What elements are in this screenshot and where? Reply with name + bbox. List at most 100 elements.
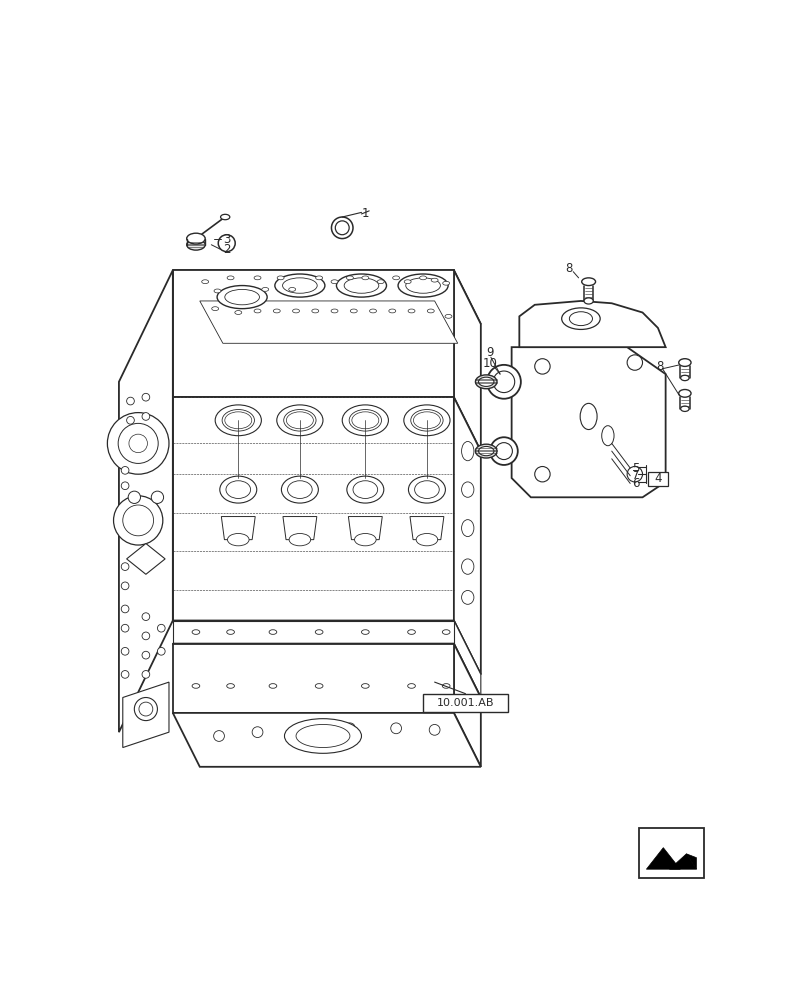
Circle shape (121, 605, 129, 613)
Ellipse shape (336, 274, 386, 297)
Text: 4: 4 (654, 472, 661, 485)
Ellipse shape (212, 307, 218, 311)
Ellipse shape (283, 410, 315, 431)
Polygon shape (453, 270, 480, 451)
Circle shape (142, 651, 149, 659)
Ellipse shape (403, 405, 449, 436)
Circle shape (218, 235, 235, 252)
Text: 10: 10 (482, 357, 496, 370)
Ellipse shape (268, 630, 277, 634)
Ellipse shape (416, 533, 437, 546)
Ellipse shape (311, 309, 319, 313)
Ellipse shape (419, 276, 426, 280)
Circle shape (495, 443, 512, 460)
Ellipse shape (397, 274, 448, 297)
Circle shape (534, 359, 550, 374)
Ellipse shape (315, 276, 322, 280)
Ellipse shape (315, 684, 323, 688)
Text: 6: 6 (631, 477, 638, 490)
Ellipse shape (192, 630, 200, 634)
Ellipse shape (349, 410, 381, 431)
Polygon shape (453, 644, 480, 767)
Ellipse shape (220, 476, 256, 503)
Ellipse shape (461, 482, 474, 497)
Ellipse shape (225, 289, 260, 305)
Ellipse shape (351, 412, 379, 429)
Text: 9: 9 (486, 346, 493, 359)
Ellipse shape (461, 520, 474, 537)
Ellipse shape (282, 278, 317, 293)
Ellipse shape (427, 309, 434, 313)
Circle shape (128, 491, 140, 503)
Ellipse shape (408, 309, 414, 313)
Ellipse shape (569, 312, 592, 326)
Ellipse shape (414, 481, 439, 498)
Circle shape (121, 671, 129, 678)
Circle shape (121, 624, 129, 632)
Text: 5: 5 (631, 462, 638, 475)
Ellipse shape (579, 403, 596, 430)
Ellipse shape (377, 280, 384, 284)
Ellipse shape (601, 426, 613, 446)
Ellipse shape (331, 309, 337, 313)
Ellipse shape (289, 533, 311, 546)
Circle shape (335, 221, 349, 235)
Circle shape (252, 727, 263, 738)
Text: 10.001.AB: 10.001.AB (436, 698, 494, 708)
Ellipse shape (214, 289, 221, 293)
Circle shape (142, 393, 149, 401)
Circle shape (487, 365, 520, 399)
Ellipse shape (222, 410, 254, 431)
Ellipse shape (225, 481, 251, 498)
Ellipse shape (281, 476, 318, 503)
Ellipse shape (217, 286, 267, 309)
Circle shape (142, 671, 149, 678)
Ellipse shape (408, 476, 445, 503)
Ellipse shape (583, 298, 593, 304)
Polygon shape (173, 713, 480, 767)
Ellipse shape (273, 309, 280, 313)
Ellipse shape (581, 278, 594, 286)
Circle shape (121, 482, 129, 490)
Polygon shape (348, 517, 382, 540)
Polygon shape (127, 544, 165, 574)
Polygon shape (410, 517, 444, 540)
Ellipse shape (680, 406, 689, 411)
Circle shape (142, 413, 149, 420)
Ellipse shape (413, 412, 440, 429)
Polygon shape (173, 270, 453, 397)
Polygon shape (282, 517, 316, 540)
Ellipse shape (475, 375, 496, 389)
Circle shape (490, 437, 517, 465)
Ellipse shape (284, 719, 361, 753)
Polygon shape (511, 347, 665, 497)
Ellipse shape (346, 476, 384, 503)
Ellipse shape (369, 309, 376, 313)
Ellipse shape (361, 630, 369, 634)
Ellipse shape (388, 309, 395, 313)
Text: 2: 2 (222, 243, 230, 256)
Circle shape (298, 723, 309, 734)
Ellipse shape (475, 444, 496, 458)
Circle shape (157, 624, 165, 632)
Ellipse shape (296, 724, 350, 748)
Polygon shape (646, 848, 680, 869)
Ellipse shape (393, 276, 399, 280)
Ellipse shape (354, 533, 375, 546)
Ellipse shape (277, 276, 284, 280)
Circle shape (534, 466, 550, 482)
Bar (647, 472, 667, 486)
Ellipse shape (226, 684, 234, 688)
Circle shape (122, 505, 153, 536)
Ellipse shape (353, 481, 377, 498)
Ellipse shape (331, 280, 337, 284)
Polygon shape (173, 620, 480, 674)
Polygon shape (173, 620, 453, 644)
Circle shape (142, 632, 149, 640)
Circle shape (429, 724, 440, 735)
Text: 8: 8 (655, 360, 663, 373)
Ellipse shape (561, 308, 599, 329)
Circle shape (626, 466, 642, 482)
Ellipse shape (361, 684, 369, 688)
Polygon shape (453, 397, 480, 674)
